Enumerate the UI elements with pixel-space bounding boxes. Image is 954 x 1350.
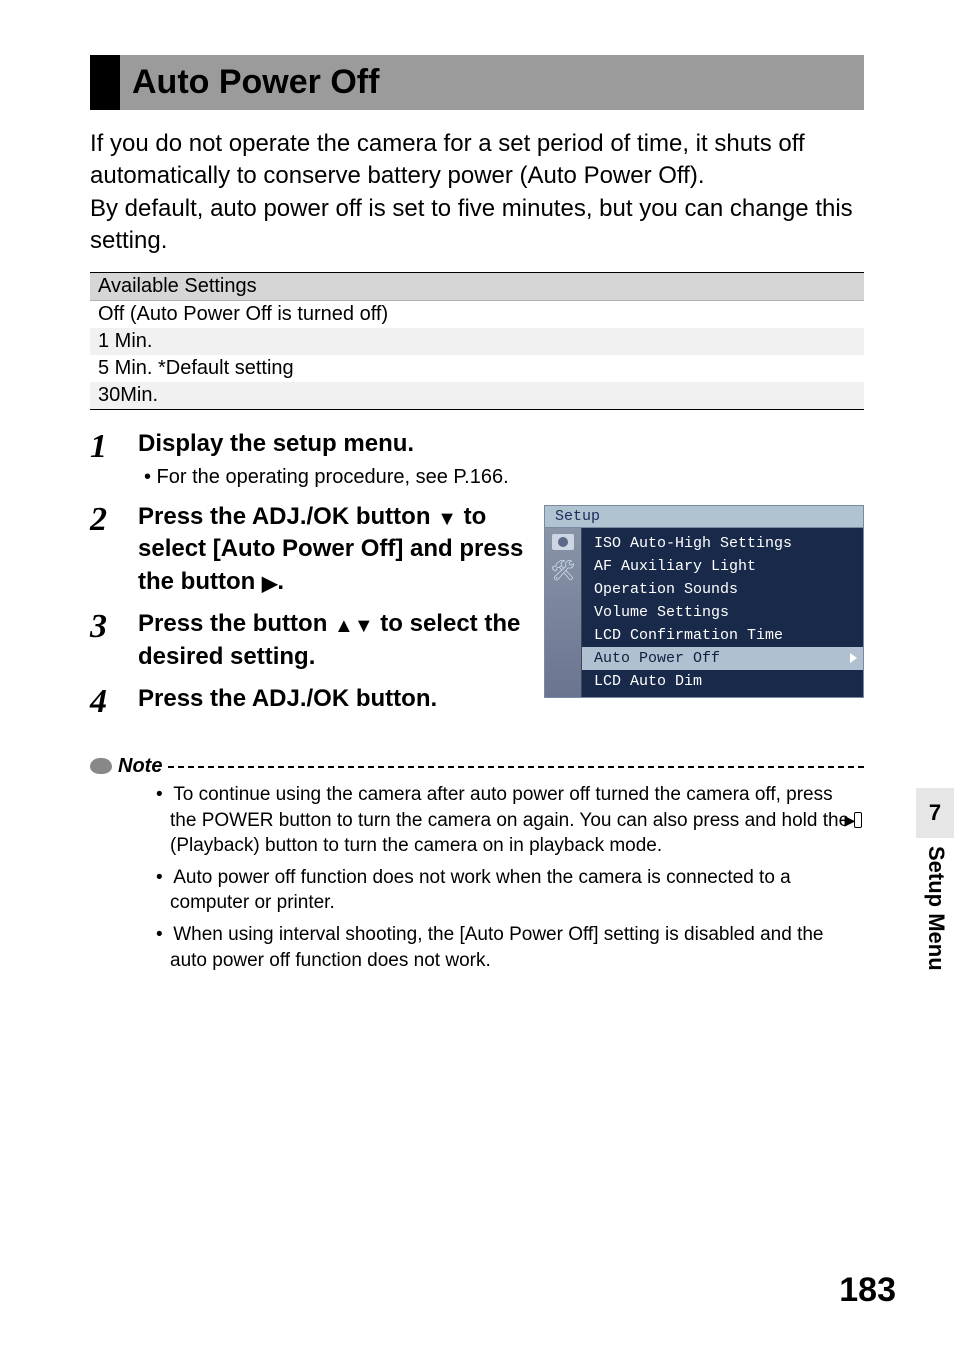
lcd-title: Setup xyxy=(544,505,864,527)
right-arrow-icon: ▶ xyxy=(262,571,277,598)
settings-header: Available Settings xyxy=(90,272,864,300)
step-number: 2 xyxy=(90,501,138,598)
note-label: Note xyxy=(118,755,162,778)
lcd-menu-item-selected: Auto Power Off xyxy=(582,647,863,670)
intro-p2: By default, auto power off is set to fiv… xyxy=(90,195,853,254)
lcd-menu-item: Operation Sounds xyxy=(582,578,863,601)
step-4: 4 Press the ADJ./OK button. xyxy=(90,683,526,719)
note-divider xyxy=(168,766,864,768)
lcd-menu-item: LCD Confirmation Time xyxy=(582,624,863,647)
chapter-number: 7 xyxy=(916,788,954,838)
step-2: 2 Press the ADJ./OK button ▼ to select [… xyxy=(90,501,526,598)
page-number: 183 xyxy=(839,1271,896,1310)
step-text: . xyxy=(277,568,284,595)
setup-icon: 🛠 xyxy=(550,558,575,584)
note-block: Note • To continue using the camera afte… xyxy=(90,755,864,973)
note-text: (Playback) button to turn the camera on … xyxy=(170,835,662,856)
intro-p1: If you do not operate the camera for a s… xyxy=(90,130,805,189)
step-1: 1 Display the setup menu. • For the oper… xyxy=(90,428,864,491)
step-number: 4 xyxy=(90,683,138,719)
lcd-menu-item: LCD Auto Dim xyxy=(582,670,863,693)
step-text: Press the ADJ./OK button xyxy=(138,503,437,530)
playback-icon: ▶ xyxy=(854,812,862,828)
note-text: To continue using the camera after auto … xyxy=(170,784,854,831)
camera-icon xyxy=(552,534,574,550)
step-number: 1 xyxy=(90,428,138,491)
step-number: 3 xyxy=(90,608,138,673)
steps-list: 1 Display the setup menu. • For the oper… xyxy=(90,428,864,729)
lcd-side-icons: 🛠 xyxy=(545,528,582,697)
intro-text: If you do not operate the camera for a s… xyxy=(90,128,864,258)
up-down-arrow-icon: ▲▼ xyxy=(334,613,374,640)
chapter-side-tab: 7 Setup Menu xyxy=(916,788,954,979)
settings-row: Off (Auto Power Off is turned off) xyxy=(90,300,864,328)
lcd-menu-item: Volume Settings xyxy=(582,601,863,624)
settings-row: 5 Min. *Default setting xyxy=(90,355,864,382)
down-arrow-icon: ▼ xyxy=(437,506,457,533)
note-text: Auto power off function does not work wh… xyxy=(170,867,791,914)
header-tab xyxy=(90,55,120,110)
section-title: Auto Power Off xyxy=(120,55,864,110)
settings-table: Available Settings Off (Auto Power Off i… xyxy=(90,272,864,410)
step-3: 3 Press the button ▲▼ to select the desi… xyxy=(90,608,526,673)
lcd-menu-list: ISO Auto-High Settings AF Auxiliary Ligh… xyxy=(582,528,863,697)
lcd-menu-item: ISO Auto-High Settings xyxy=(582,532,863,555)
section-header: Auto Power Off xyxy=(90,55,864,110)
note-item: • To continue using the camera after aut… xyxy=(156,782,864,859)
step-title: Display the setup menu. xyxy=(138,430,414,457)
settings-row: 1 Min. xyxy=(90,328,864,355)
note-icon xyxy=(90,758,112,774)
note-text: When using interval shooting, the [Auto … xyxy=(170,924,823,971)
lcd-menu-item: AF Auxiliary Light xyxy=(582,555,863,578)
note-item: • Auto power off function does not work … xyxy=(156,865,864,916)
step-text: Press the button xyxy=(138,610,334,637)
camera-lcd-screenshot: Setup 🛠 ISO Auto-High Settings AF Auxili… xyxy=(544,505,864,729)
settings-row: 30Min. xyxy=(90,382,864,410)
chapter-label: Setup Menu xyxy=(916,838,954,979)
step-title: Press the ADJ./OK button. xyxy=(138,685,437,712)
note-item: • When using interval shooting, the [Aut… xyxy=(156,922,864,973)
step-subtext: • For the operating procedure, see P.166… xyxy=(138,464,864,491)
